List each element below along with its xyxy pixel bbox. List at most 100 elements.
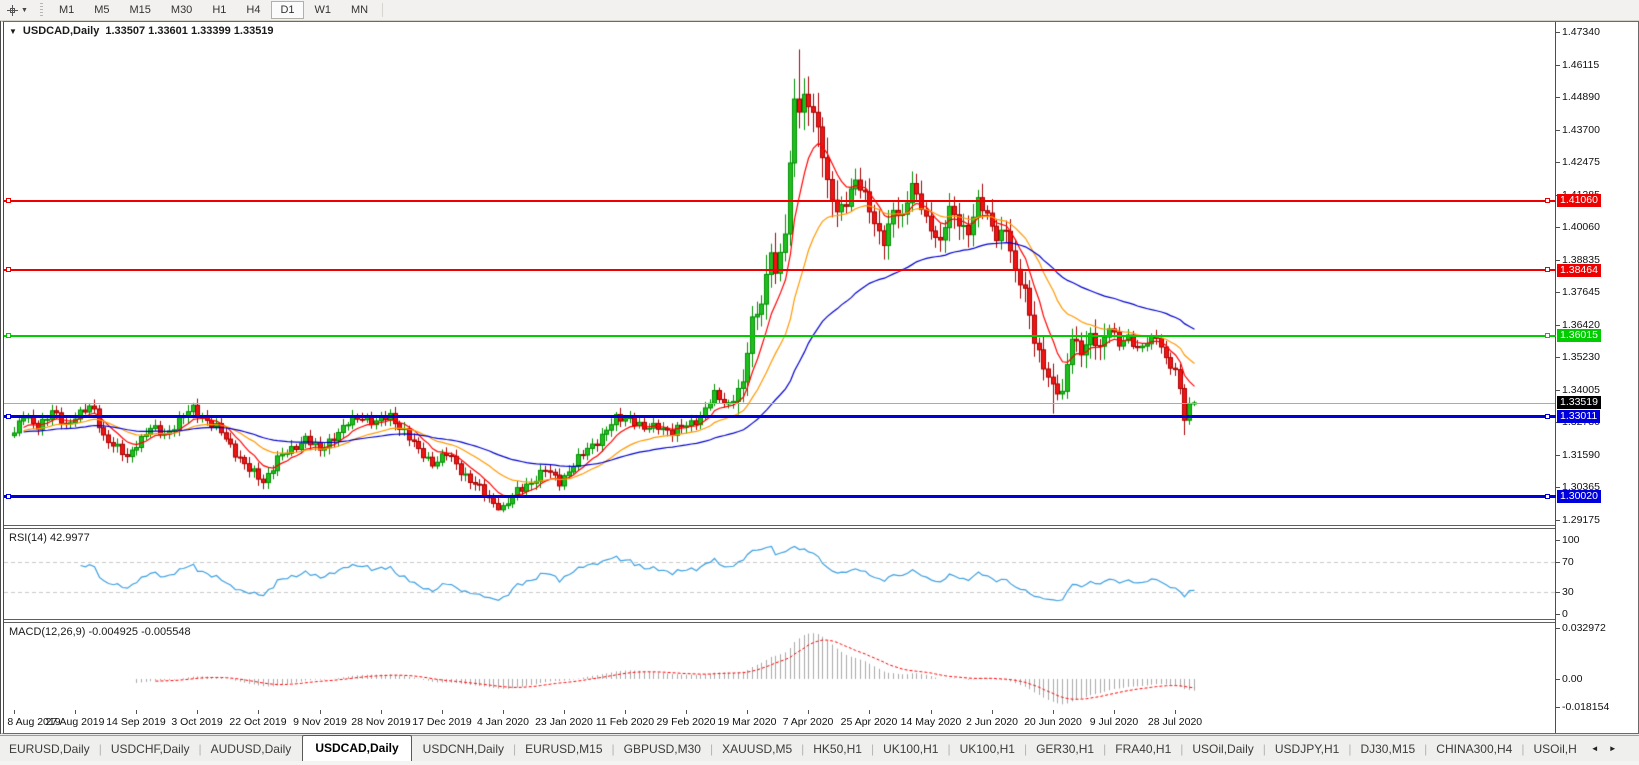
date-axis-label: 9 Nov 2019: [293, 716, 347, 728]
date-axis-label: 2 Jun 2020: [966, 716, 1018, 728]
tab-audusd-daily[interactable]: AUDUSD,Daily: [210, 742, 292, 756]
axis-tick-label: 1.40060: [1556, 221, 1600, 233]
timeframe-button-w1[interactable]: W1: [306, 1, 341, 19]
date-axis-label: 8 Aug 2019: [7, 716, 61, 728]
timeframe-button-h4[interactable]: H4: [237, 1, 269, 19]
macd-canvas[interactable]: [4, 623, 1556, 710]
date-axis-label: 28 Jul 2020: [1147, 716, 1203, 728]
pane-splitter[interactable]: [4, 525, 1638, 529]
tab-usdcnh-daily[interactable]: USDCNH,Daily: [422, 742, 505, 756]
tab-usdchf-daily[interactable]: USDCHF,Daily: [110, 742, 190, 756]
date-axis-label: 4 Jan 2020: [477, 716, 529, 728]
date-axis-label: 9 Jul 2020: [1089, 716, 1139, 728]
crosshair-tool-icon[interactable]: ▼: [0, 0, 34, 20]
date-axis-label: 27 Aug 2019: [45, 716, 105, 728]
date-axis-label: 11 Feb 2020: [595, 716, 655, 728]
line-anchor-marker[interactable]: [1545, 413, 1550, 419]
line-anchor-marker[interactable]: [1545, 267, 1550, 273]
date-axis-label: 28 Nov 2019: [351, 716, 411, 728]
tab-separator: |: [513, 742, 517, 756]
line-anchor-marker[interactable]: [1545, 332, 1550, 338]
line-anchor-marker[interactable]: [1545, 493, 1550, 499]
axis-tick-label: 0.00: [1556, 673, 1582, 685]
tab-separator: |: [198, 742, 202, 756]
date-axis-tick: [869, 710, 870, 714]
chart-menu-icon[interactable]: ▼: [9, 26, 17, 36]
date-axis-tick: [1053, 710, 1054, 714]
date-axis-label: 22 Oct 2019: [229, 716, 287, 728]
tab-uk100-h1[interactable]: UK100,H1: [883, 742, 939, 756]
timeframe-button-m5[interactable]: M5: [85, 1, 118, 19]
date-axis-tick: [992, 710, 993, 714]
line-anchor-marker[interactable]: [6, 493, 11, 499]
date-axis-label: 3 Oct 2019: [171, 716, 223, 728]
axis-tick-label: 1.37645: [1556, 286, 1600, 298]
price-line-label: 1.36015: [1557, 329, 1601, 342]
date-axis-tick: [442, 710, 443, 714]
tab-china300-h4[interactable]: CHINA300,H4: [1436, 742, 1513, 756]
tab-separator: |: [870, 742, 875, 756]
bottom-strip: [0, 761, 1639, 765]
pane-splitter[interactable]: [4, 619, 1638, 623]
tab-eurusd-m15[interactable]: EURUSD,M15: [525, 742, 603, 756]
date-axis-tick: [1114, 710, 1115, 714]
top-toolbar: ▼ M1 M5 M15 M30 H1 H4 D1 W1 MN: [0, 0, 1639, 21]
tab-ger30-h1[interactable]: GER30,H1: [1036, 742, 1095, 756]
price-axis-column: 1.473401.461151.448901.437001.424751.412…: [1555, 22, 1638, 733]
axis-tick-label: 100: [1556, 534, 1580, 546]
rsi-canvas[interactable]: [4, 529, 1556, 619]
timeframe-button-h1[interactable]: H1: [203, 1, 235, 19]
line-anchor-marker[interactable]: [6, 267, 11, 273]
tab-dj30-m15[interactable]: DJ30,M15: [1360, 742, 1416, 756]
axis-tick-label: 1.46115: [1556, 59, 1599, 71]
horizontal-line-1.30020[interactable]: [4, 495, 1556, 498]
tab-gbpusd-m30[interactable]: GBPUSD,M30: [623, 742, 701, 756]
tab-hk50-h1[interactable]: HK50,H1: [813, 742, 862, 756]
horizontal-line-1.36015[interactable]: [4, 335, 1556, 337]
timeframe-button-m30[interactable]: M30: [162, 1, 201, 19]
timeframe-button-d1[interactable]: D1: [271, 1, 304, 19]
tab-fra40-h1[interactable]: FRA40,H1: [1115, 742, 1172, 756]
timeframe-button-m1[interactable]: M1: [50, 1, 83, 19]
axis-tick-label: 30: [1556, 586, 1574, 598]
timeframe-button-mn[interactable]: MN: [342, 1, 377, 19]
horizontal-line-1.41060[interactable]: [4, 200, 1556, 202]
macd-indicator-pane: MACD(12,26,9) -0.004925 -0.005548: [4, 623, 1556, 710]
tab-scroll-right-icon[interactable]: ►: [1608, 744, 1617, 753]
date-axis-label: 19 Mar 2020: [717, 716, 777, 728]
date-axis-tick: [136, 710, 137, 714]
date-axis-label: 14 Sep 2019: [106, 716, 166, 728]
tab-usdjpy-h1[interactable]: USDJPY,H1: [1274, 742, 1340, 756]
tab-usoil-h[interactable]: USOil,H: [1533, 742, 1577, 756]
price-canvas[interactable]: [4, 22, 1556, 525]
tab-separator: |: [709, 742, 714, 756]
line-anchor-marker[interactable]: [6, 413, 11, 419]
timeframe-button-m15[interactable]: M15: [121, 1, 160, 19]
tab-separator: |: [947, 742, 951, 756]
date-axis-label: 29 Feb 2020: [656, 716, 716, 728]
tab-scroll-left-icon[interactable]: ◄: [1590, 744, 1599, 753]
line-anchor-marker[interactable]: [6, 197, 11, 203]
axis-tick-label: 1.34005: [1556, 384, 1600, 396]
rsi-label: RSI(14) 42.9977: [9, 532, 90, 544]
tab-separator: |: [1103, 742, 1107, 756]
tab-usdcad-daily[interactable]: USDCAD,Daily: [302, 735, 412, 761]
tab-eurusd-daily[interactable]: EURUSD,Daily: [9, 742, 90, 756]
tab-usoil-daily[interactable]: USOil,Daily: [1192, 742, 1254, 756]
toolbar-grip[interactable]: [39, 3, 43, 17]
current-price-label: 1.33519: [1557, 396, 1601, 409]
tab-uk100-h1[interactable]: UK100,H1: [959, 742, 1015, 756]
horizontal-line-1.38464[interactable]: [4, 269, 1556, 271]
horizontal-line-1.33011[interactable]: [4, 415, 1556, 418]
tab-separator: |: [1180, 742, 1184, 756]
line-anchor-marker[interactable]: [1545, 197, 1550, 203]
date-axis-tick: [320, 710, 321, 714]
current-price-line: [4, 403, 1556, 404]
date-axis-tick: [75, 710, 76, 714]
line-anchor-marker[interactable]: [6, 332, 11, 338]
date-axis-label: 17 Dec 2019: [412, 716, 472, 728]
tab-xauusd-m5[interactable]: XAUUSD,M5: [722, 742, 793, 756]
chart-tab-bar: EURUSD,Daily | USDCHF,Daily | AUDUSD,Daily US…: [0, 735, 1639, 761]
date-axis-tick: [258, 710, 259, 714]
